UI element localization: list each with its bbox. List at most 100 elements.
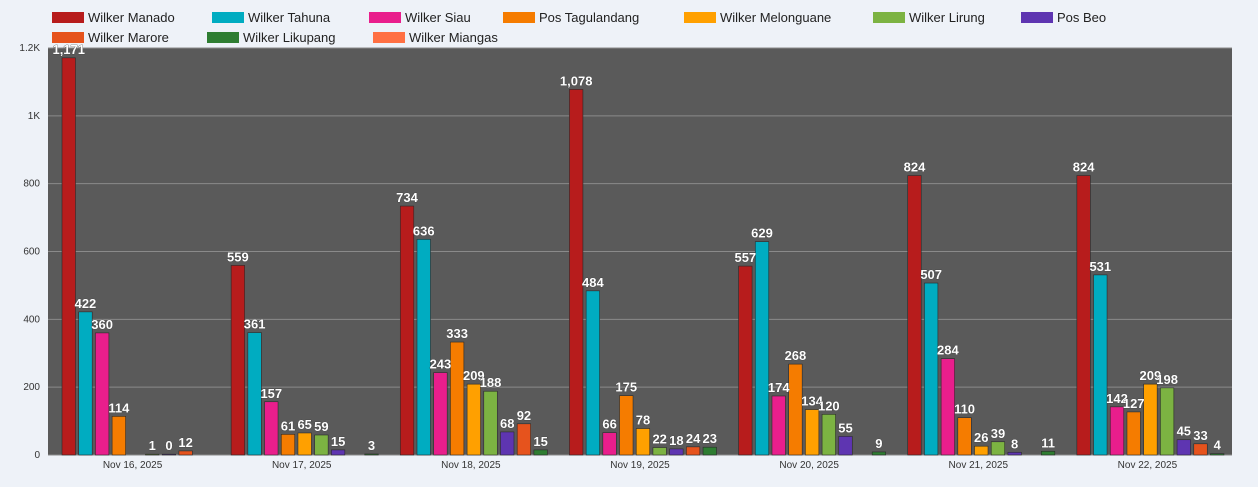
value-label: 4 xyxy=(1214,438,1222,453)
bar-wilker-likupang[interactable] xyxy=(1210,453,1225,456)
bar-wilker-manado[interactable] xyxy=(738,265,753,456)
value-label: 157 xyxy=(260,386,282,401)
y-tick-label: 800 xyxy=(23,179,40,190)
bar-pos-beo[interactable] xyxy=(161,453,176,456)
bar-wilker-marore[interactable] xyxy=(178,450,193,456)
bar-wilker-lirung[interactable] xyxy=(1160,387,1175,456)
value-label: 824 xyxy=(1073,160,1095,175)
bar-pos-tagulandang[interactable] xyxy=(1126,411,1141,456)
bar-wilker-siau[interactable] xyxy=(433,372,448,456)
value-label: 175 xyxy=(615,380,637,395)
bar-wilker-melonguane[interactable] xyxy=(297,432,312,456)
bar-wilker-manado[interactable] xyxy=(61,57,76,456)
legend-item-wilker-lirung[interactable]: Wilker Lirung xyxy=(873,10,985,25)
bar-wilker-siau[interactable] xyxy=(95,332,110,456)
value-label: 92 xyxy=(517,408,531,423)
legend-swatch xyxy=(212,12,244,23)
value-label: 110 xyxy=(954,402,975,417)
bar-pos-tagulandang[interactable] xyxy=(450,341,465,456)
bar-wilker-marore[interactable] xyxy=(686,446,701,456)
legend-swatch xyxy=(373,32,405,43)
x-category-label: Nov 18, 2025 xyxy=(441,460,501,471)
bar-wilker-lirung[interactable] xyxy=(314,434,329,456)
legend-item-wilker-marore[interactable]: Wilker Marore xyxy=(52,30,169,45)
bar-wilker-likupang[interactable] xyxy=(871,451,886,456)
legend-swatch xyxy=(684,12,716,23)
bar-wilker-siau[interactable] xyxy=(602,432,617,456)
bar-pos-tagulandang[interactable] xyxy=(619,395,634,456)
bar-pos-beo[interactable] xyxy=(1007,451,1022,456)
bar-pos-tagulandang[interactable] xyxy=(280,434,296,456)
bar-wilker-siau[interactable] xyxy=(940,358,955,456)
bar-wilker-tahuna[interactable] xyxy=(78,311,93,456)
value-label: 78 xyxy=(636,413,650,428)
bar-wilker-lirung[interactable] xyxy=(145,453,160,456)
bar-wilker-melonguane[interactable] xyxy=(1143,383,1158,456)
y-axis-ticks: 0 200 400 600 800 1K 1.2K xyxy=(19,43,40,461)
legend-item-wilker-tahuna[interactable]: Wilker Tahuna xyxy=(212,10,331,25)
bar-wilker-tahuna[interactable] xyxy=(1093,274,1108,456)
bar-wilker-tahuna[interactable] xyxy=(924,282,939,456)
legend-item-wilker-siau[interactable]: Wilker Siau xyxy=(369,10,471,25)
bar-wilker-siau[interactable] xyxy=(1109,406,1125,456)
bar-wilker-marore[interactable] xyxy=(516,423,531,456)
bar-wilker-lirung[interactable] xyxy=(483,390,498,456)
legend-label: Wilker Marore xyxy=(88,30,169,45)
bar-wilker-likupang[interactable] xyxy=(533,449,548,456)
value-label: 59 xyxy=(314,419,328,434)
bar-wilker-lirung[interactable] xyxy=(652,447,667,456)
legend-label: Pos Beo xyxy=(1057,10,1106,25)
bar-wilker-siau[interactable] xyxy=(771,395,786,456)
legend-item-wilker-manado[interactable]: Wilker Manado xyxy=(52,10,175,25)
bar-wilker-manado[interactable] xyxy=(230,265,245,456)
value-label: 507 xyxy=(920,267,942,282)
bar-wilker-melonguane[interactable] xyxy=(974,445,989,456)
bar-wilker-siau[interactable] xyxy=(264,401,279,456)
bar-wilker-manado[interactable] xyxy=(569,89,584,456)
bar-wilker-likupang[interactable] xyxy=(364,453,379,456)
bar-wilker-tahuna[interactable] xyxy=(585,290,600,456)
legend-item-pos-tagulandang[interactable]: Pos Tagulandang xyxy=(503,10,639,25)
bar-wilker-manado[interactable] xyxy=(399,205,415,456)
value-label: 24 xyxy=(686,431,701,446)
legend-item-wilker-likupang[interactable]: Wilker Likupang xyxy=(207,30,336,45)
legend-item-pos-beo[interactable]: Pos Beo xyxy=(1021,10,1106,25)
bar-wilker-tahuna[interactable] xyxy=(416,238,431,456)
bar-pos-beo[interactable] xyxy=(331,449,346,456)
legend-swatch xyxy=(52,32,84,43)
bar-pos-beo[interactable] xyxy=(500,431,515,456)
bar-wilker-tahuna[interactable] xyxy=(247,332,262,456)
legend-item-wilker-miangas[interactable]: Wilker Miangas xyxy=(373,30,498,45)
bar-wilker-melonguane[interactable] xyxy=(635,428,651,456)
bar-pos-tagulandang[interactable] xyxy=(111,416,126,456)
value-label: 734 xyxy=(396,190,418,205)
legend-label: Wilker Manado xyxy=(88,10,175,25)
bar-pos-tagulandang[interactable] xyxy=(788,363,803,456)
bar-wilker-marore[interactable] xyxy=(1193,443,1208,456)
value-label: 9 xyxy=(875,436,882,451)
y-tick-label: 600 xyxy=(23,247,40,258)
bar-wilker-likupang[interactable] xyxy=(702,446,717,456)
bar-wilker-manado[interactable] xyxy=(907,175,922,456)
value-label: 243 xyxy=(430,357,452,372)
value-label: 45 xyxy=(1177,424,1191,439)
bar-pos-beo[interactable] xyxy=(669,448,684,456)
legend-item-wilker-melonguane[interactable]: Wilker Melonguane xyxy=(684,10,831,25)
bar-pos-beo[interactable] xyxy=(838,436,853,456)
value-label: 188 xyxy=(480,375,502,390)
value-label: 8 xyxy=(1011,436,1018,451)
bar-wilker-tahuna[interactable] xyxy=(754,241,770,456)
y-tick-label: 1.2K xyxy=(19,43,40,54)
value-label: 1,171 xyxy=(52,42,85,57)
bar-pos-tagulandang[interactable] xyxy=(957,417,972,456)
bar-wilker-likupang[interactable] xyxy=(1041,450,1056,456)
bar-pos-beo[interactable] xyxy=(1176,439,1191,456)
bar-wilker-melonguane[interactable] xyxy=(805,409,820,456)
value-label: 61 xyxy=(281,418,295,433)
bar-wilker-melonguane[interactable] xyxy=(466,383,481,456)
bars xyxy=(61,57,1225,456)
bar-wilker-lirung[interactable] xyxy=(821,413,836,456)
bar-wilker-manado[interactable] xyxy=(1076,175,1091,456)
value-label: 198 xyxy=(1156,372,1178,387)
bar-wilker-lirung[interactable] xyxy=(990,441,1006,456)
